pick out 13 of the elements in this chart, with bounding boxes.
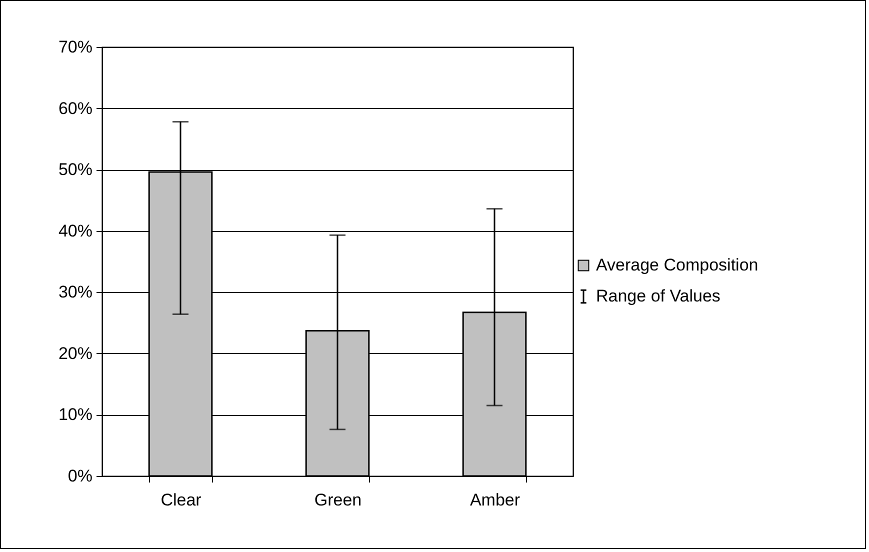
y-tick-label: 20% [58, 344, 92, 363]
x-tick-label: Amber [470, 490, 520, 510]
y-tick-label: 0% [68, 466, 92, 486]
x-tick-label: Clear [160, 490, 202, 510]
y-tick-label: 10% [58, 405, 92, 424]
y-tick-label: 40% [58, 221, 92, 240]
y-tick-label: 60% [58, 98, 92, 118]
text: Range of Values [596, 286, 720, 306]
y-tick-label: 30% [58, 282, 92, 302]
x-tick-label: Green [314, 490, 362, 510]
legend-label: Average Composition [596, 256, 758, 274]
y-tick-label: 70% [58, 38, 92, 56]
y-tick-label: 50% [58, 160, 92, 180]
